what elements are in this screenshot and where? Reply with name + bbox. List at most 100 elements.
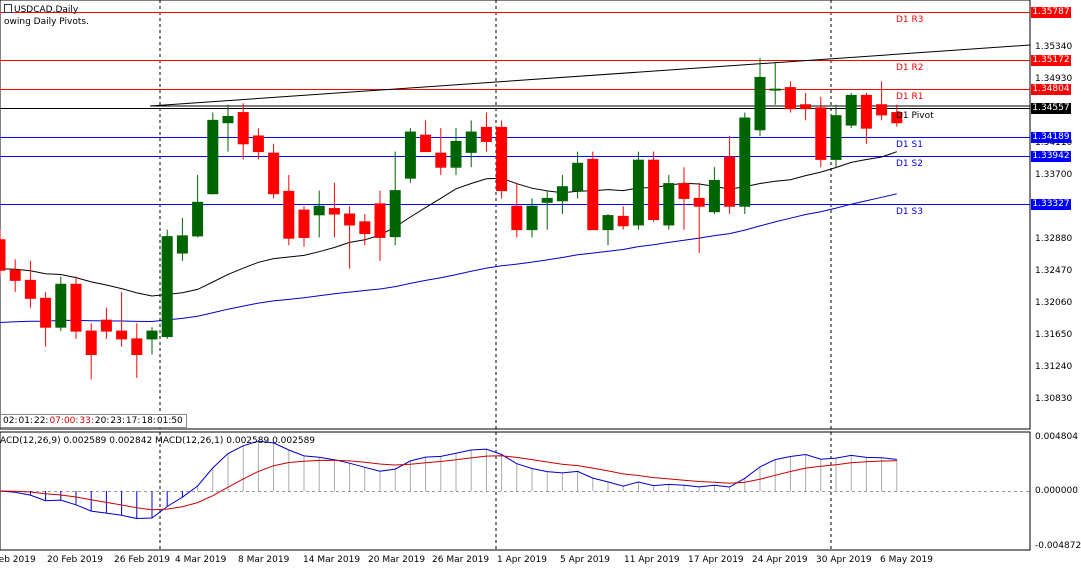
candle[interactable] <box>192 175 204 238</box>
candle[interactable] <box>526 198 538 238</box>
candle[interactable] <box>85 323 97 380</box>
candle[interactable] <box>860 93 872 144</box>
candle[interactable] <box>389 151 401 246</box>
candle[interactable] <box>800 93 812 121</box>
candle-body <box>480 126 492 142</box>
candle[interactable] <box>237 103 249 160</box>
candle[interactable] <box>572 151 584 199</box>
signal-line <box>0 455 897 511</box>
candle[interactable] <box>40 292 52 347</box>
candle-body <box>556 186 568 202</box>
candle[interactable] <box>465 120 477 168</box>
candle[interactable] <box>252 128 264 160</box>
candle-body <box>830 115 842 160</box>
candle[interactable] <box>328 182 340 238</box>
candle[interactable] <box>420 120 432 153</box>
candle[interactable] <box>496 120 508 199</box>
candle[interactable] <box>541 190 553 230</box>
pivot-price-tag: 1.33942 <box>1031 150 1071 162</box>
candle[interactable] <box>70 276 82 339</box>
candle[interactable] <box>708 167 720 215</box>
candle[interactable] <box>359 214 371 246</box>
macd-frame <box>0 431 1031 551</box>
candle[interactable] <box>739 112 751 215</box>
candle-body <box>860 94 872 129</box>
main-chart-frame <box>0 0 1031 430</box>
candle[interactable] <box>617 206 629 230</box>
candle-body <box>496 126 508 192</box>
candle[interactable] <box>146 327 158 355</box>
candle-body <box>222 115 234 124</box>
candle[interactable] <box>207 112 219 195</box>
macd-tick: 0.000000 <box>1035 486 1078 496</box>
candle[interactable] <box>24 260 36 308</box>
candle[interactable] <box>435 128 447 175</box>
clock-segment: 18: <box>141 416 156 426</box>
candle[interactable] <box>404 128 416 183</box>
candle[interactable] <box>587 151 599 231</box>
candle[interactable] <box>298 206 310 247</box>
candle-body <box>207 119 219 195</box>
candle[interactable] <box>0 229 6 277</box>
candle[interactable] <box>693 182 705 254</box>
candle[interactable] <box>769 61 781 105</box>
pivot-label: D1 Pivot <box>896 110 934 121</box>
date-tick: 11 Apr 2019 <box>624 555 680 565</box>
candle[interactable] <box>313 190 325 238</box>
candle-body <box>541 197 553 203</box>
candle[interactable] <box>511 182 523 238</box>
candle[interactable] <box>268 143 280 199</box>
candle[interactable] <box>830 104 842 168</box>
candle-body <box>815 107 827 160</box>
candle[interactable] <box>754 57 766 136</box>
pivot-price-tag: 1.34804 <box>1031 83 1071 95</box>
candle[interactable] <box>891 104 903 127</box>
candle[interactable] <box>344 206 356 269</box>
candle-body <box>176 235 188 254</box>
moving-averages <box>0 151 897 323</box>
candle-body <box>465 131 477 153</box>
candle-body <box>572 162 584 192</box>
candle[interactable] <box>450 128 462 175</box>
candle[interactable] <box>663 175 675 230</box>
candle[interactable] <box>100 307 112 339</box>
candle-body <box>739 117 751 207</box>
candle[interactable] <box>815 96 827 168</box>
candle-body <box>192 201 204 237</box>
candle[interactable] <box>55 276 67 332</box>
candle-body <box>754 76 766 131</box>
candle[interactable] <box>176 217 188 261</box>
price-tick: 1.31650 <box>1035 330 1073 340</box>
candle[interactable] <box>283 175 295 246</box>
candle[interactable] <box>845 93 857 129</box>
date-tick: Feb 2019 <box>0 555 36 565</box>
pivot-label: D1 R1 <box>896 91 924 102</box>
candle[interactable] <box>374 190 386 261</box>
date-tick: 26 Mar 2019 <box>432 555 490 565</box>
candle[interactable] <box>648 151 660 222</box>
candle[interactable] <box>724 135 736 215</box>
candle[interactable] <box>9 259 21 293</box>
candle[interactable] <box>784 81 796 113</box>
candle[interactable] <box>678 167 690 230</box>
candle[interactable] <box>222 104 234 152</box>
candle[interactable] <box>116 292 128 347</box>
candle[interactable] <box>632 151 644 230</box>
ma-fast-line <box>0 151 897 297</box>
candle[interactable] <box>876 81 888 121</box>
candle[interactable] <box>556 175 568 215</box>
candle-body <box>252 135 264 153</box>
candle[interactable] <box>480 112 492 152</box>
candle[interactable] <box>131 323 143 378</box>
date-tick: 4 Mar 2019 <box>175 555 227 565</box>
indicator-subtitle: owing Daily Pivots. <box>4 17 89 27</box>
candlesticks[interactable] <box>0 57 903 380</box>
clock-segment: 22: <box>33 416 49 426</box>
candle[interactable] <box>602 214 614 246</box>
candle-body <box>116 330 128 340</box>
vertical-separators <box>159 0 832 550</box>
ma-slow-line <box>0 193 897 323</box>
macd-label: ACD(12,26,9) 0.002589 0.002842 MACD(12,2… <box>0 436 316 446</box>
candle[interactable] <box>161 229 173 339</box>
